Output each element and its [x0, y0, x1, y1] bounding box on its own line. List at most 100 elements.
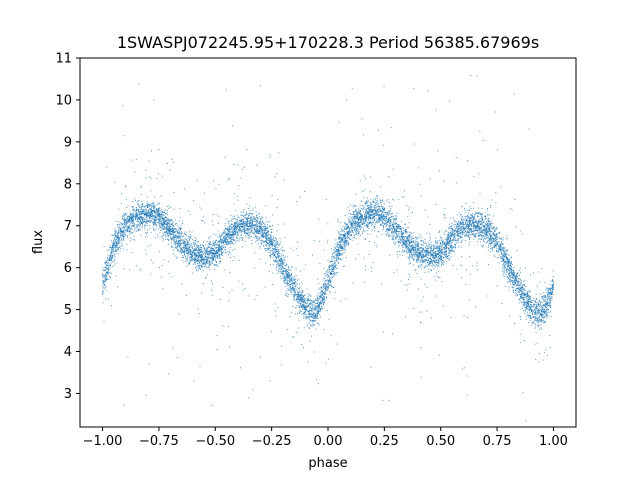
data-point: [280, 278, 282, 280]
data-point: [240, 230, 242, 232]
data-point: [422, 253, 424, 255]
data-point: [305, 307, 307, 309]
data-point: [258, 238, 260, 240]
data-point: [224, 222, 226, 224]
data-point: [421, 249, 423, 251]
data-point: [465, 284, 467, 285]
data-point: [448, 223, 450, 225]
data-point: [247, 227, 249, 229]
data-point: [425, 252, 427, 254]
data-point: [269, 243, 270, 245]
data-point: [358, 213, 360, 215]
data-point: [185, 234, 187, 236]
data-point: [277, 198, 279, 200]
data-point: [153, 215, 154, 217]
data-point: [389, 205, 391, 207]
data-point: [467, 216, 469, 218]
data-point: [253, 224, 255, 226]
data-point: [308, 309, 310, 311]
data-point: [496, 233, 498, 235]
data-point: [342, 265, 344, 267]
data-point: [417, 261, 419, 263]
data-point: [237, 237, 239, 239]
data-point: [476, 222, 478, 224]
data-point: [168, 272, 170, 274]
data-point: [223, 240, 225, 242]
data-point: [465, 217, 467, 219]
data-point: [552, 294, 554, 295]
data-point: [203, 262, 205, 264]
data-point: [156, 209, 158, 211]
data-point: [499, 238, 501, 240]
data-point: [320, 308, 322, 310]
data-point: [231, 249, 233, 251]
data-point: [534, 300, 536, 302]
data-point: [143, 218, 145, 220]
data-point: [339, 250, 341, 252]
data-point: [222, 245, 224, 247]
data-point: [416, 260, 417, 262]
data-point: [337, 262, 339, 264]
data-point: [476, 230, 478, 232]
data-point: [506, 253, 508, 255]
data-point: [260, 356, 262, 358]
data-point: [465, 231, 467, 233]
data-point: [533, 299, 535, 301]
data-point: [121, 223, 123, 225]
data-point: [288, 288, 290, 290]
data-point: [332, 263, 334, 265]
data-point: [275, 243, 277, 245]
data-point: [552, 276, 554, 278]
data-point: [415, 248, 417, 250]
data-point: [257, 236, 259, 238]
data-point: [272, 248, 274, 250]
data-point: [492, 250, 494, 252]
data-point: [280, 264, 282, 266]
data-point: [324, 273, 325, 275]
data-point: [316, 301, 318, 303]
data-point: [341, 245, 343, 247]
data-point: [197, 259, 198, 261]
data-point: [392, 226, 394, 228]
data-point: [234, 248, 235, 250]
data-point: [397, 224, 399, 226]
data-point: [276, 241, 278, 243]
data-point: [512, 274, 514, 276]
data-point: [245, 232, 247, 234]
data-point: [193, 240, 195, 241]
data-point: [392, 235, 394, 237]
data-point: [138, 206, 140, 208]
data-point: [235, 226, 237, 228]
data-point: [234, 227, 236, 229]
data-point: [158, 215, 160, 216]
data-point: [539, 310, 541, 311]
data-point: [257, 243, 259, 244]
data-point: [501, 253, 503, 255]
data-point: [443, 247, 445, 249]
data-point: [183, 252, 185, 254]
data-point: [252, 226, 254, 227]
data-point: [270, 234, 272, 236]
data-point: [145, 205, 147, 207]
data-point: [130, 232, 132, 234]
data-point: [307, 306, 309, 308]
data-point: [174, 242, 176, 244]
data-point: [232, 223, 234, 225]
data-point: [379, 199, 381, 201]
data-point: [427, 246, 428, 248]
data-point: [452, 217, 454, 219]
data-point: [255, 238, 257, 239]
data-point: [135, 213, 137, 215]
data-point: [434, 266, 436, 268]
data-point: [277, 242, 279, 244]
data-point: [478, 239, 480, 241]
data-point: [469, 210, 471, 212]
data-point: [466, 219, 468, 221]
data-point: [469, 230, 471, 232]
data-point: [382, 219, 384, 221]
data-point: [512, 270, 514, 272]
data-point: [488, 236, 490, 238]
data-point: [462, 228, 464, 230]
data-point: [190, 237, 191, 239]
data-point: [368, 207, 370, 209]
